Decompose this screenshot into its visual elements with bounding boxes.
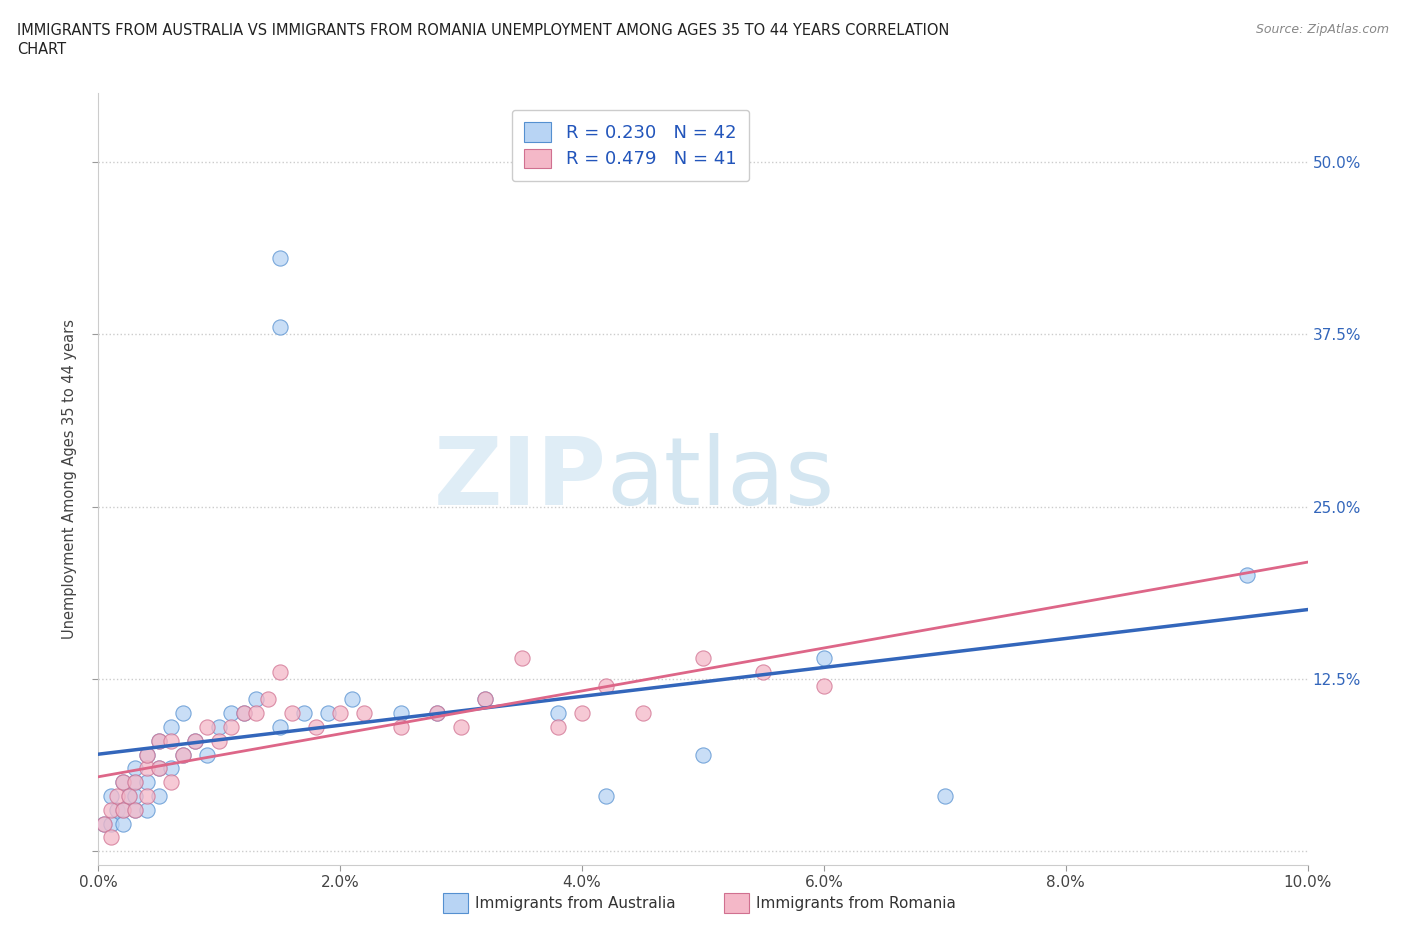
Point — [474, 692, 496, 707]
Point — [426, 706, 449, 721]
Point — [105, 789, 128, 804]
Point — [232, 706, 254, 721]
Point — [148, 761, 170, 776]
Point — [172, 747, 194, 762]
Point — [389, 706, 412, 721]
Point — [547, 720, 569, 735]
Point — [232, 706, 254, 721]
Point — [245, 692, 267, 707]
Point — [389, 720, 412, 735]
Point — [450, 720, 472, 735]
Point — [269, 251, 291, 266]
Point — [148, 734, 170, 749]
Text: IMMIGRANTS FROM AUSTRALIA VS IMMIGRANTS FROM ROMANIA UNEMPLOYMENT AMONG AGES 35 : IMMIGRANTS FROM AUSTRALIA VS IMMIGRANTS … — [17, 23, 949, 38]
Point — [184, 734, 207, 749]
Point — [245, 706, 267, 721]
Point — [184, 734, 207, 749]
Point — [124, 761, 146, 776]
Point — [353, 706, 375, 721]
Point — [135, 803, 157, 817]
Point — [474, 692, 496, 707]
Text: Source: ZipAtlas.com: Source: ZipAtlas.com — [1256, 23, 1389, 36]
Point — [256, 692, 278, 707]
Point — [305, 720, 328, 735]
Point — [124, 775, 146, 790]
Point — [160, 720, 183, 735]
Point — [316, 706, 339, 721]
Point — [124, 803, 146, 817]
Point — [100, 789, 122, 804]
Point — [329, 706, 352, 721]
Point — [934, 789, 956, 804]
Point — [426, 706, 449, 721]
Point — [172, 747, 194, 762]
Text: CHART: CHART — [17, 42, 66, 57]
Point — [281, 706, 304, 721]
Point — [195, 720, 218, 735]
Point — [692, 747, 714, 762]
Point — [208, 720, 231, 735]
Point — [111, 775, 134, 790]
Point — [148, 761, 170, 776]
Point — [195, 747, 218, 762]
Point — [342, 692, 364, 707]
Point — [813, 651, 835, 666]
Point — [160, 775, 183, 790]
Point — [124, 775, 146, 790]
Point — [547, 706, 569, 721]
Point — [172, 706, 194, 721]
Point — [631, 706, 654, 721]
Point — [118, 789, 141, 804]
Point — [160, 734, 183, 749]
Point — [1236, 568, 1258, 583]
Point — [93, 817, 115, 831]
Point — [135, 747, 157, 762]
Point — [111, 817, 134, 831]
Point — [111, 803, 134, 817]
Y-axis label: Unemployment Among Ages 35 to 44 years: Unemployment Among Ages 35 to 44 years — [62, 319, 77, 639]
Point — [208, 734, 231, 749]
Point — [510, 651, 533, 666]
Text: Immigrants from Australia: Immigrants from Australia — [475, 896, 676, 910]
Point — [752, 665, 775, 680]
Legend: R = 0.230   N = 42, R = 0.479   N = 41: R = 0.230 N = 42, R = 0.479 N = 41 — [512, 110, 749, 181]
Point — [148, 789, 170, 804]
Point — [135, 775, 157, 790]
Point — [93, 817, 115, 831]
Point — [595, 678, 617, 693]
Point — [124, 789, 146, 804]
Text: atlas: atlas — [606, 433, 835, 525]
Point — [269, 320, 291, 335]
Point — [100, 817, 122, 831]
Point — [269, 720, 291, 735]
Point — [571, 706, 593, 721]
Point — [269, 665, 291, 680]
Point — [111, 803, 134, 817]
Text: Immigrants from Romania: Immigrants from Romania — [756, 896, 956, 910]
Point — [692, 651, 714, 666]
Point — [292, 706, 315, 721]
Point — [135, 789, 157, 804]
Point — [118, 789, 141, 804]
Point — [221, 720, 243, 735]
Point — [813, 678, 835, 693]
Point — [135, 761, 157, 776]
Point — [124, 803, 146, 817]
Point — [111, 775, 134, 790]
Point — [100, 830, 122, 844]
Point — [135, 747, 157, 762]
Point — [160, 761, 183, 776]
Point — [221, 706, 243, 721]
Point — [105, 803, 128, 817]
Point — [100, 803, 122, 817]
Point — [595, 789, 617, 804]
Text: ZIP: ZIP — [433, 433, 606, 525]
Point — [148, 734, 170, 749]
